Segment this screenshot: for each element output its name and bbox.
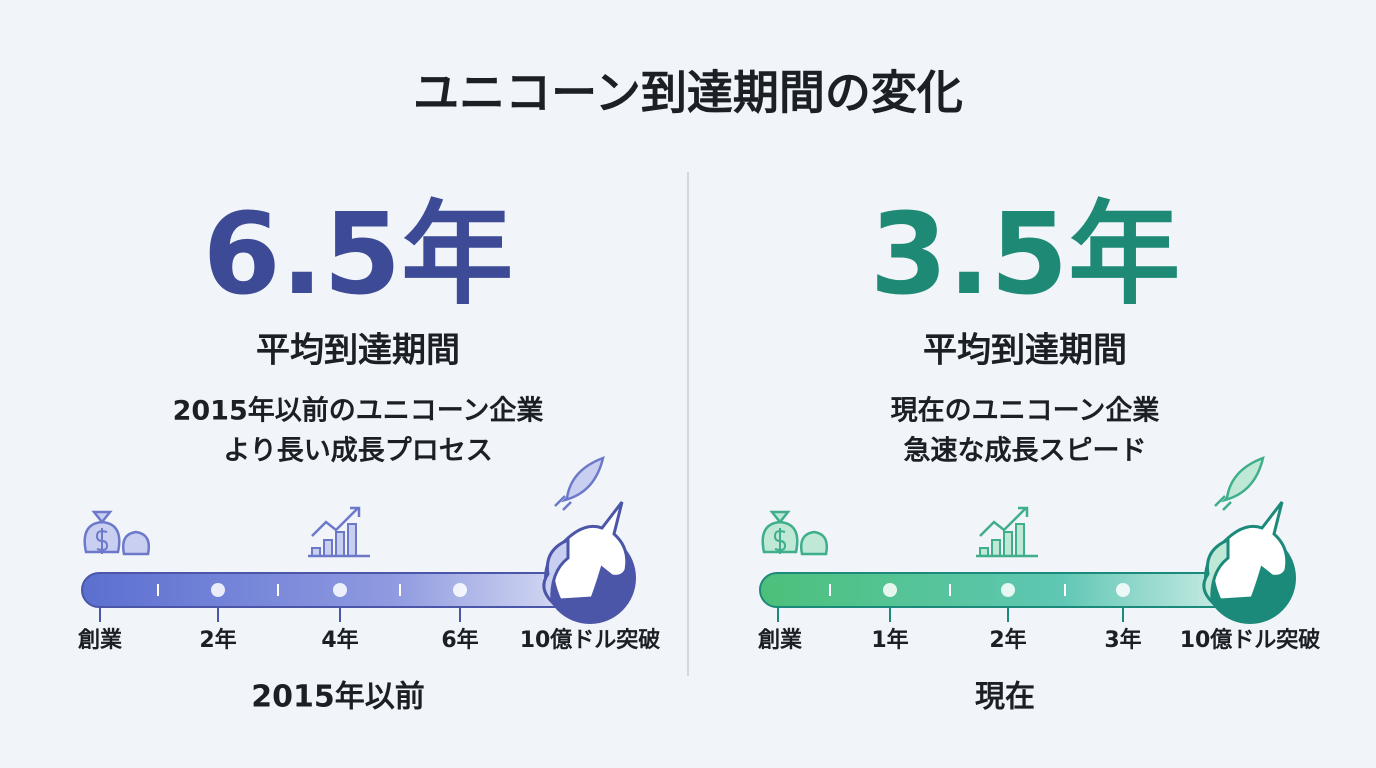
milestone-label: 6年: [441, 627, 478, 653]
metric-label: 平均到達期間: [256, 331, 460, 371]
growth-bar-icon: [347, 523, 357, 557]
milestone-dot: [883, 583, 897, 597]
growth-bar-icon: [1015, 523, 1025, 557]
description: 現在のユニコーン企業: [891, 396, 1160, 427]
milestone-label: 2年: [199, 627, 236, 653]
page-title: ユニコーン到達期間の変化: [413, 66, 963, 120]
growth-bar-icon: [323, 539, 333, 557]
growth-bar-icon: [335, 531, 345, 557]
rocket-icon: [560, 456, 605, 503]
unicorn-mane: [542, 537, 570, 606]
growth-arrow-icon: [979, 506, 1029, 537]
metric-label: 平均到達期間: [923, 331, 1127, 371]
milestone-label: 3年: [1104, 627, 1141, 653]
era-label: 現在: [975, 680, 1035, 715]
milestone-dot: [1001, 583, 1015, 597]
money-bag-icon: [122, 530, 150, 556]
milestone-dot: [1116, 583, 1130, 597]
milestone-label: 創業: [78, 628, 123, 653]
description: 急速な成長スピード: [904, 436, 1147, 467]
unicorn-mane: [1202, 537, 1230, 606]
milestone-dot: [333, 583, 347, 597]
growth-bar-icon: [991, 539, 1001, 557]
description: より長い成長プロセス: [223, 436, 492, 467]
dollar-sign: [773, 528, 787, 554]
big-number: 3.5年: [870, 190, 1180, 320]
milestone-dot: [453, 583, 467, 597]
milestone-dot: [211, 583, 225, 597]
milestone-label: 2年: [989, 627, 1026, 653]
money-bag-icon: [800, 530, 828, 556]
era-label: 2015年以前: [251, 680, 425, 715]
rocket-icon: [1220, 456, 1265, 503]
rocket-flame: [554, 495, 572, 511]
rocket-flame: [1214, 495, 1232, 511]
milestone-label: 4年: [321, 627, 358, 653]
milestone-label: 1年: [871, 627, 908, 653]
milestone-label: 創業: [758, 628, 803, 653]
growth-arrow-icon: [311, 506, 361, 537]
growth-bar-icon: [1003, 531, 1013, 557]
description: 2015年以前のユニコーン企業: [173, 395, 544, 427]
dollar-sign: [95, 528, 109, 554]
big-number: 6.5年: [203, 190, 513, 320]
milestone-label: 10億ドル突破: [520, 627, 661, 653]
milestone-label: 10億ドル突破: [1180, 627, 1321, 653]
